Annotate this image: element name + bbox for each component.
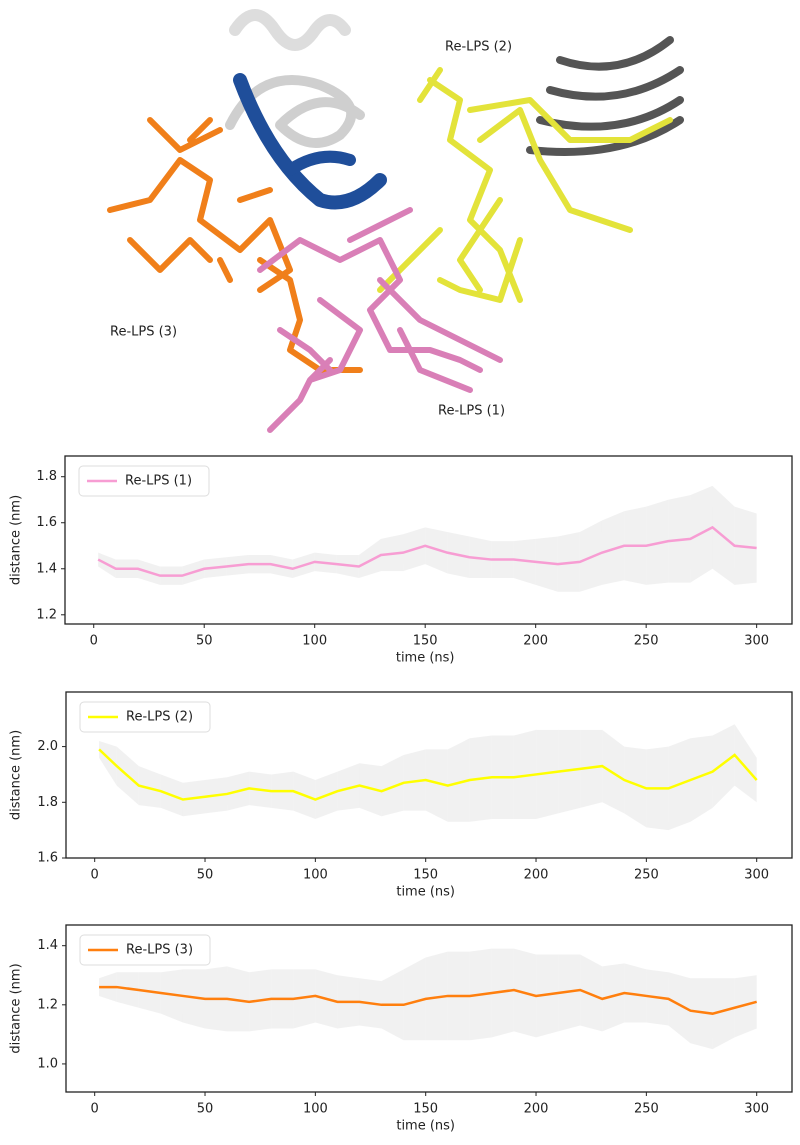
legend-box bbox=[79, 701, 211, 733]
x-tick-label: 250 bbox=[634, 634, 659, 649]
x-tick-label: 100 bbox=[303, 1102, 328, 1117]
data-line bbox=[97, 525, 757, 577]
lps-3-sticks bbox=[107, 117, 363, 373]
data-line bbox=[99, 985, 758, 1015]
lps-1-sticks bbox=[257, 207, 503, 433]
beta-strand bbox=[284, 150, 356, 176]
error-band bbox=[491, 948, 514, 1038]
lps-2-sticks bbox=[377, 67, 673, 303]
error-band bbox=[138, 972, 161, 1014]
beta-sheet bbox=[526, 36, 684, 156]
x-tick-label: 200 bbox=[523, 634, 548, 649]
x-tick-label: 300 bbox=[744, 634, 769, 649]
charts: 0 50 100 150 200 250 300 1.2 1.4 1.6 1.8 time (ns) d… bbox=[9, 455, 793, 1134]
error-band bbox=[602, 963, 625, 1032]
error-band bbox=[734, 724, 757, 803]
error-band bbox=[536, 729, 559, 820]
error-band bbox=[358, 538, 381, 578]
y-tick-label: 1.6 bbox=[37, 851, 58, 866]
error-band bbox=[580, 729, 603, 808]
y-axis-label: distance (nm) bbox=[9, 495, 24, 585]
x-axis-label: time (ns) bbox=[396, 651, 455, 666]
y-tick-label: 1.6 bbox=[36, 515, 57, 530]
x-tick-label: 150 bbox=[413, 1102, 438, 1117]
x-axis-label: time (ns) bbox=[396, 1119, 455, 1134]
error-band bbox=[403, 957, 426, 1041]
x-tick-label: 0 bbox=[90, 634, 98, 649]
plot-frame bbox=[65, 691, 793, 859]
y-tick-label: 1.4 bbox=[37, 938, 58, 953]
y-tick-label: 1.8 bbox=[37, 795, 58, 810]
x-tick-label: 150 bbox=[413, 634, 438, 649]
structure-label: Re-LPS (2) bbox=[445, 40, 512, 55]
error-band bbox=[116, 972, 139, 1008]
error-band bbox=[536, 954, 559, 1038]
error-band bbox=[690, 978, 713, 1050]
error-band bbox=[712, 978, 735, 1050]
x-tick-label: 50 bbox=[197, 868, 214, 883]
x-tick-label: 200 bbox=[524, 1102, 549, 1117]
error-band bbox=[425, 749, 448, 822]
error-band bbox=[381, 754, 404, 817]
legend-label: Re-LPS (3) bbox=[126, 943, 193, 958]
error-band bbox=[624, 963, 647, 1023]
x-tick-label: 250 bbox=[634, 868, 659, 883]
x-axis-label: time (ns) bbox=[396, 885, 455, 900]
y-tick-label: 1.2 bbox=[37, 997, 58, 1012]
structure-label: Re-LPS (3) bbox=[110, 325, 177, 340]
error-band bbox=[580, 954, 603, 1032]
legend-box bbox=[79, 934, 211, 966]
x-tick-label: 300 bbox=[744, 868, 769, 883]
x-tick-label: 250 bbox=[634, 1102, 659, 1117]
molecular-structure bbox=[107, 9, 684, 433]
error-band bbox=[138, 766, 161, 808]
y-tick-label: 1.4 bbox=[36, 561, 57, 576]
error-band bbox=[558, 729, 581, 814]
y-axis-label: distance (nm) bbox=[9, 963, 24, 1053]
error-band bbox=[403, 749, 426, 811]
x-tick-label: 150 bbox=[413, 868, 438, 883]
error-band bbox=[624, 746, 647, 828]
error-band bbox=[734, 975, 757, 1038]
error-band bbox=[425, 951, 448, 1041]
x-tick-label: 200 bbox=[524, 868, 549, 883]
y-tick-label: 1.0 bbox=[37, 1056, 58, 1071]
error-band bbox=[182, 969, 206, 1029]
x-tick-label: 100 bbox=[302, 634, 327, 649]
coil bbox=[225, 75, 365, 148]
error-band bbox=[160, 969, 183, 1023]
error-band bbox=[513, 729, 537, 820]
error-band bbox=[447, 738, 470, 822]
plot-frame bbox=[65, 924, 793, 1093]
structure-label: Re-LPS (1) bbox=[438, 404, 505, 419]
plot-frame bbox=[64, 455, 793, 625]
legend-box bbox=[78, 465, 210, 497]
y-axis-label: distance (nm) bbox=[9, 730, 24, 820]
y-tick-label: 2.0 bbox=[37, 739, 58, 754]
y-tick-label: 1.8 bbox=[36, 469, 57, 484]
data-line bbox=[98, 748, 758, 801]
error-band bbox=[337, 763, 360, 811]
error-band bbox=[690, 735, 713, 822]
error-band bbox=[293, 969, 316, 1029]
error-band bbox=[227, 966, 250, 1032]
beta-strand bbox=[233, 73, 387, 210]
y-tick-label: 1.2 bbox=[36, 607, 57, 622]
error-band bbox=[359, 763, 382, 817]
x-tick-label: 0 bbox=[91, 868, 99, 883]
error-band bbox=[558, 954, 581, 1032]
error-band bbox=[712, 724, 735, 808]
x-tick-label: 300 bbox=[744, 1102, 769, 1117]
x-tick-label: 0 bbox=[91, 1102, 99, 1117]
x-tick-label: 50 bbox=[197, 1102, 214, 1117]
legend-label: Re-LPS (2) bbox=[126, 710, 193, 725]
x-tick-label: 100 bbox=[303, 868, 328, 883]
helix bbox=[229, 9, 351, 51]
error-band bbox=[668, 972, 691, 1044]
x-tick-label: 50 bbox=[196, 634, 213, 649]
legend-label: Re-LPS (1) bbox=[125, 474, 192, 489]
